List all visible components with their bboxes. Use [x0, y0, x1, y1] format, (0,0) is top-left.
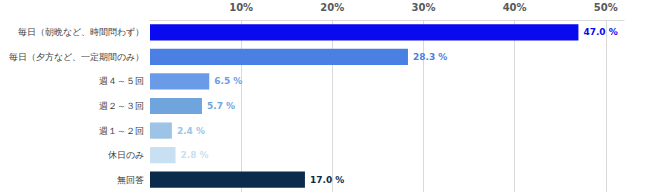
- svg-text:6.5 %: 6.5 %: [214, 76, 242, 86]
- svg-text:47.0 %: 47.0 %: [583, 27, 617, 37]
- svg-text:2.4 %: 2.4 %: [177, 126, 205, 136]
- svg-text:20%: 20%: [320, 2, 344, 13]
- svg-text:週１～２回: 週１～２回: [99, 126, 144, 136]
- svg-text:10%: 10%: [229, 2, 253, 13]
- svg-text:28.3 %: 28.3 %: [413, 52, 447, 62]
- svg-text:17.0 %: 17.0 %: [310, 175, 344, 185]
- svg-text:50%: 50%: [594, 2, 618, 13]
- svg-text:週４～５回: 週４～５回: [99, 76, 144, 86]
- svg-text:週２～３回: 週２～３回: [99, 101, 144, 111]
- svg-text:5.7 %: 5.7 %: [207, 101, 235, 111]
- svg-text:30%: 30%: [411, 2, 435, 13]
- svg-text:休日のみ: 休日のみ: [108, 150, 144, 160]
- svg-text:2.8 %: 2.8 %: [181, 150, 209, 160]
- svg-text:40%: 40%: [503, 2, 527, 13]
- svg-text:毎日（夕方など、一定期間のみ）: 毎日（夕方など、一定期間のみ）: [9, 52, 144, 62]
- svg-text:毎日（朝晩など、時間問わず）: 毎日（朝晩など、時間問わず）: [18, 27, 144, 37]
- svg-text:無回答: 無回答: [117, 175, 144, 185]
